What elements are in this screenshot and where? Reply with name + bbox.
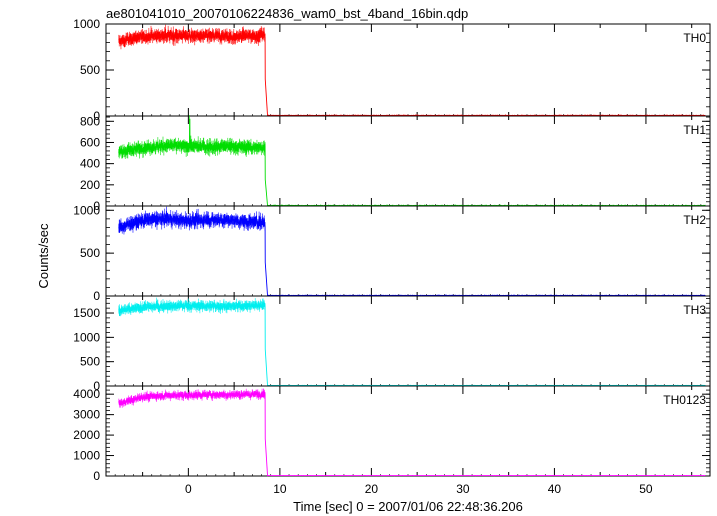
x-tick-label: 40 — [548, 482, 562, 496]
y-tick-label: 500 — [80, 63, 100, 77]
x-tick-label: 0 — [185, 482, 192, 496]
y-tick-label: 500 — [80, 355, 100, 369]
x-tick-label: 50 — [639, 482, 653, 496]
y-tick-label: 800 — [80, 114, 100, 128]
y-tick-label: 1500 — [73, 306, 100, 320]
y-tick-label: 1000 — [73, 203, 100, 217]
y-tick-label: 3000 — [73, 408, 100, 422]
y-tick-label: 400 — [80, 157, 100, 171]
figure-title: ae801041010_20070106224836_wam0_bst_4ban… — [106, 6, 468, 21]
y-tick-label: 0 — [93, 469, 100, 483]
panel-th0123: 0 1000 2000 3000 4000 TH0123 — [73, 385, 711, 483]
panel-label-th1: TH1 — [683, 123, 706, 137]
y-tick-label: 200 — [80, 178, 100, 192]
y-tick-label: 1000 — [73, 330, 100, 344]
series-line-th3 — [118, 300, 706, 387]
x-tick-label: 20 — [365, 482, 379, 496]
panel-label-th3: TH3 — [683, 303, 706, 317]
y-tick-label: 1000 — [73, 17, 100, 31]
x-axis-title: Time [sec] 0 = 2007/01/06 22:48:36.206 — [293, 499, 523, 514]
series-line-th0 — [118, 28, 706, 117]
y-tick-label: 1000 — [73, 449, 100, 463]
y-tick-label: 500 — [80, 246, 100, 260]
y-tick-label: 2000 — [73, 428, 100, 442]
panel-label-th2: TH2 — [683, 213, 706, 227]
x-tick-label: 30 — [456, 482, 470, 496]
y-tick-label: 0 — [93, 109, 100, 123]
panel-frame — [105, 385, 711, 477]
y-tick-label: 0 — [93, 379, 100, 393]
panel-th0: 0 500 1000 TH0 — [73, 17, 711, 123]
series-line-th0123 — [118, 390, 706, 477]
panels-group: 05001000TH00200400600800TH105001000TH205… — [73, 17, 711, 496]
series-line-th2 — [118, 210, 706, 297]
series-line-th1 — [118, 118, 706, 207]
y-tick-label: 600 — [80, 135, 100, 149]
panel-th2: 0 500 1000 TH2 — [73, 203, 711, 303]
panel-frame — [105, 115, 711, 207]
y-tick-label: 0 — [93, 199, 100, 213]
x-tick-label: 10 — [273, 482, 287, 496]
panel-th1: 0 200 400 600 800 TH1 — [80, 114, 711, 213]
panel-th3: 0 500 1000 1500 TH3 — [73, 295, 711, 393]
y-tick-label: 4000 — [73, 387, 100, 401]
panel-label-th0123: TH0123 — [663, 393, 706, 407]
y-tick-label: 0 — [93, 289, 100, 303]
y-axis-title: Counts/sec — [36, 223, 51, 289]
panel-label-th0: TH0 — [683, 31, 706, 45]
